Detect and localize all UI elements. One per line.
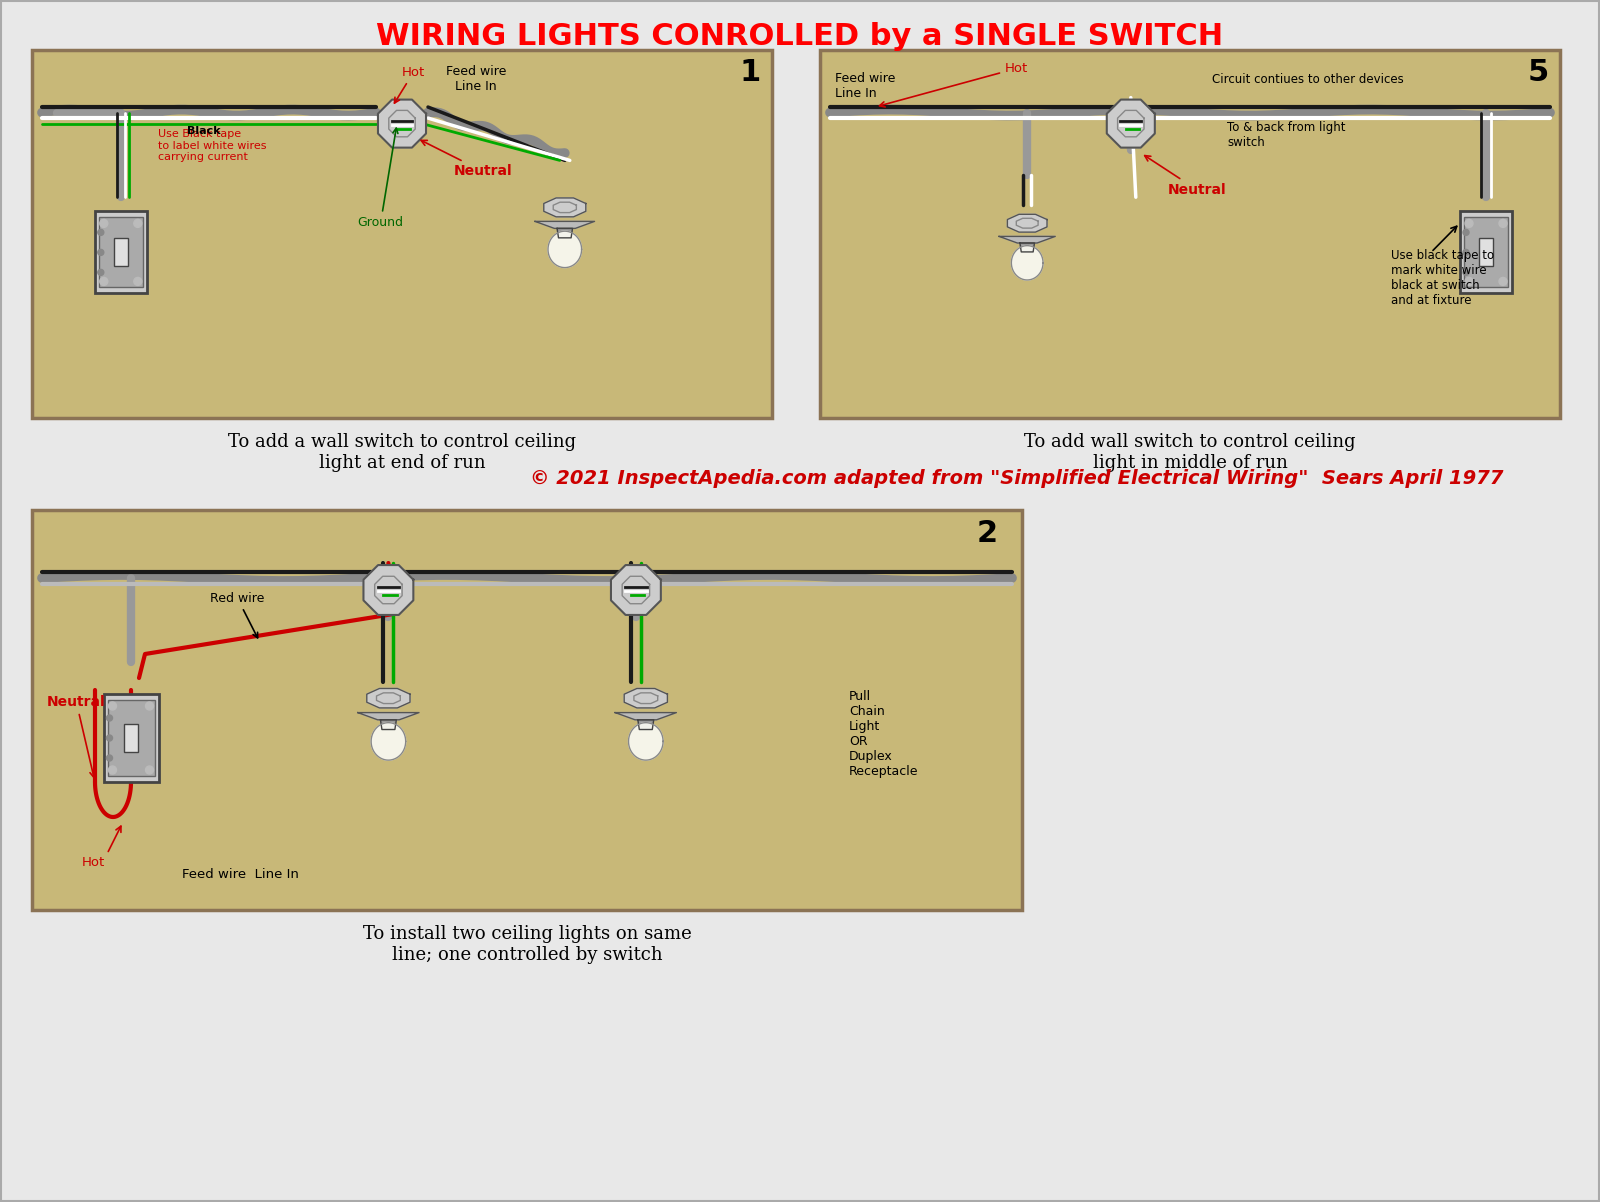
Circle shape: [99, 220, 107, 227]
Circle shape: [1462, 230, 1469, 236]
Polygon shape: [614, 713, 677, 720]
Text: Black: Black: [187, 126, 221, 136]
Circle shape: [1499, 220, 1507, 227]
Text: Ground: Ground: [358, 129, 403, 230]
Text: Neutral: Neutral: [421, 141, 512, 178]
Text: Feed wire
Line In: Feed wire Line In: [835, 72, 896, 100]
Bar: [1459, 212, 1512, 293]
Circle shape: [134, 220, 142, 227]
Polygon shape: [534, 221, 595, 228]
Circle shape: [146, 702, 154, 710]
Polygon shape: [381, 720, 397, 730]
Circle shape: [109, 702, 117, 710]
Circle shape: [109, 766, 117, 774]
Text: Hot: Hot: [880, 61, 1029, 107]
Polygon shape: [363, 565, 413, 615]
Circle shape: [1462, 269, 1469, 275]
Polygon shape: [1107, 100, 1155, 148]
Bar: [32, 50, 771, 418]
Polygon shape: [378, 100, 426, 148]
Polygon shape: [366, 689, 410, 708]
Text: Use Black tape
to label white wires
carrying current: Use Black tape to label white wires carr…: [158, 129, 266, 162]
Text: 5: 5: [1526, 58, 1549, 87]
Circle shape: [98, 269, 104, 275]
Circle shape: [1466, 278, 1474, 285]
Text: To & back from light
switch: To & back from light switch: [1227, 120, 1346, 149]
Polygon shape: [549, 231, 581, 268]
Bar: [1464, 218, 1507, 287]
Polygon shape: [629, 722, 662, 760]
Bar: [1478, 238, 1493, 267]
Text: 2: 2: [976, 519, 998, 548]
Polygon shape: [544, 198, 586, 216]
Circle shape: [1466, 220, 1474, 227]
Text: Circuit contiues to other devices: Circuit contiues to other devices: [1213, 73, 1403, 85]
Bar: [94, 212, 147, 293]
Text: Pull
Chain
Light
OR
Duplex
Receptacle: Pull Chain Light OR Duplex Receptacle: [848, 690, 918, 778]
Text: To install two ceiling lights on same
line; one controlled by switch: To install two ceiling lights on same li…: [363, 926, 691, 964]
Text: Feed wire
Line In: Feed wire Line In: [446, 65, 506, 93]
Text: To add wall switch to control ceiling
light in middle of run: To add wall switch to control ceiling li…: [1024, 433, 1355, 472]
Circle shape: [134, 278, 142, 285]
Text: 1: 1: [739, 58, 760, 87]
Polygon shape: [557, 228, 573, 238]
Circle shape: [107, 755, 112, 761]
Polygon shape: [638, 720, 654, 730]
Polygon shape: [1011, 245, 1043, 280]
Bar: [114, 238, 128, 267]
Bar: [107, 700, 155, 776]
Circle shape: [98, 230, 104, 236]
Text: Hot: Hot: [395, 66, 426, 103]
Circle shape: [99, 278, 107, 285]
Text: Neutral: Neutral: [1144, 155, 1227, 197]
Text: Feed wire  Line In: Feed wire Line In: [182, 868, 299, 881]
Circle shape: [1499, 278, 1507, 285]
Text: Neutral: Neutral: [46, 695, 106, 778]
Polygon shape: [1008, 214, 1046, 232]
Polygon shape: [358, 713, 419, 720]
Text: Use black tape to
mark white wire
black at switch
and at fixture: Use black tape to mark white wire black …: [1390, 249, 1494, 308]
Text: WIRING LIGHTS CONROLLED by a SINGLE SWITCH: WIRING LIGHTS CONROLLED by a SINGLE SWIT…: [376, 22, 1224, 50]
Text: © 2021 InspectApedia.com adapted from "Simplified Electrical Wiring"  Sears Apri: © 2021 InspectApedia.com adapted from "S…: [530, 469, 1504, 488]
Bar: [99, 218, 142, 287]
Polygon shape: [371, 722, 406, 760]
Polygon shape: [1019, 243, 1035, 252]
Bar: [819, 50, 1560, 418]
Circle shape: [98, 249, 104, 255]
Bar: [32, 510, 1022, 910]
Circle shape: [146, 766, 154, 774]
Text: Hot: Hot: [82, 856, 106, 869]
Polygon shape: [624, 689, 667, 708]
Circle shape: [107, 734, 112, 740]
Text: Red wire: Red wire: [210, 591, 264, 638]
Polygon shape: [611, 565, 661, 615]
Polygon shape: [998, 237, 1056, 243]
Bar: [125, 724, 138, 752]
Circle shape: [1462, 249, 1469, 255]
Bar: [104, 694, 158, 783]
Text: To add a wall switch to control ceiling
light at end of run: To add a wall switch to control ceiling …: [227, 433, 576, 472]
Circle shape: [107, 715, 112, 721]
